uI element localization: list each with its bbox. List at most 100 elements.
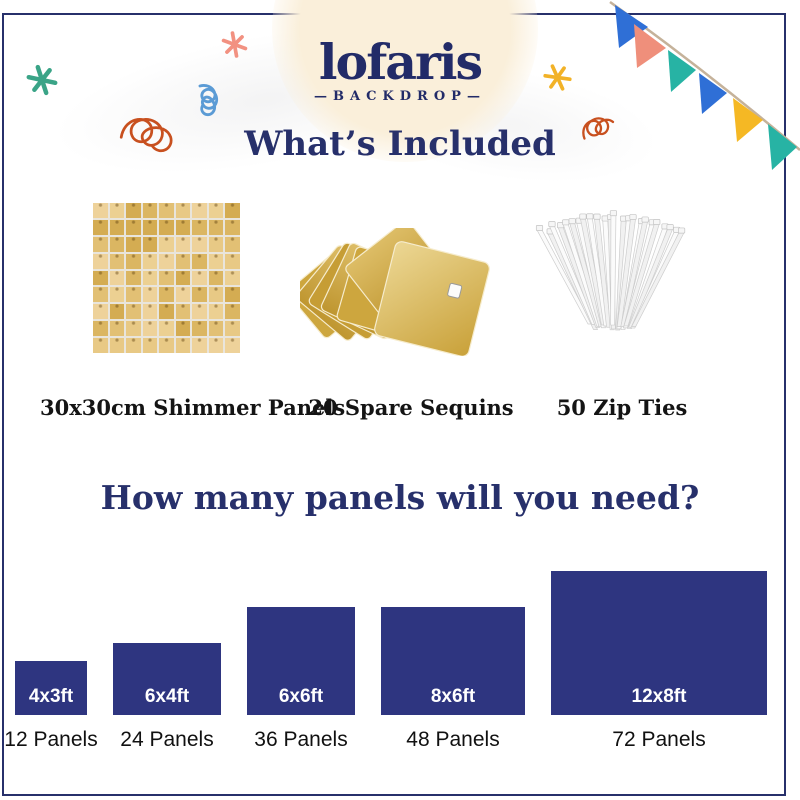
- zip-tie-head: [586, 213, 594, 220]
- shimmer-cell: [142, 287, 158, 303]
- shimmer-cell: [175, 287, 191, 303]
- shimmer-cell: [175, 236, 191, 252]
- shimmer-cell: [192, 321, 207, 337]
- shimmer-cell: [126, 236, 141, 252]
- bar-count-label: 72 Panels: [612, 728, 706, 751]
- brand-name: lofaris: [318, 33, 483, 91]
- shimmer-cell: [175, 321, 191, 337]
- zip-ties-image: [535, 210, 686, 331]
- bunting-flag: [733, 98, 763, 142]
- size-bar-rect: [113, 643, 221, 715]
- bunting-flag: [768, 124, 797, 170]
- shimmer-panels-label: 30x30cm Shimmer Panels: [40, 395, 346, 420]
- size-bar-12x8ft: 12x8ft 72 Panels: [551, 571, 767, 751]
- shimmer-cell: [109, 236, 125, 252]
- blue-squiggle-icon: [198, 84, 219, 117]
- shimmer-cell: [142, 270, 158, 286]
- zip-tie-head: [629, 214, 637, 220]
- shimmer-cell: [208, 219, 224, 235]
- zip-tie-head: [678, 227, 686, 234]
- yellow-asterisk-icon: [543, 64, 572, 91]
- shimmer-cell: [159, 236, 174, 252]
- bar-count-label: 36 Panels: [254, 728, 348, 751]
- zip-tie-head: [535, 225, 544, 231]
- shimmer-cell: [192, 203, 207, 218]
- shimmer-cell: [208, 287, 224, 303]
- shimmer-cell: [159, 338, 174, 353]
- shimmer-cell: [208, 236, 224, 252]
- shimmer-cell: [109, 203, 125, 218]
- shimmer-cell: [126, 270, 141, 286]
- bunting-flags: [615, 5, 797, 170]
- shimmer-cell: [109, 304, 125, 320]
- shimmer-cell: [109, 253, 125, 269]
- shimmer-cell: [126, 253, 141, 269]
- shimmer-cell: [93, 270, 108, 286]
- shimmer-cell: [93, 219, 108, 235]
- shimmer-cell: [142, 203, 158, 218]
- shimmer-cell: [192, 304, 207, 320]
- shimmer-cell: [142, 321, 158, 337]
- zip-tie-head: [593, 213, 601, 220]
- size-bar-4x3ft: 4x3ft 12 Panels: [4, 661, 98, 751]
- zip-tie-head: [562, 219, 570, 226]
- shimmer-cell: [208, 338, 224, 353]
- bunting-flag: [699, 73, 727, 114]
- shimmer-cell: [225, 287, 240, 303]
- size-bar-rect: [247, 607, 355, 715]
- shimmer-cell: [225, 219, 240, 235]
- brand-logo: lofaris —BACKDROP—: [0, 36, 800, 104]
- shimmer-cell: [109, 287, 125, 303]
- shimmer-cell: [126, 321, 141, 337]
- shimmer-cell: [225, 304, 240, 320]
- shimmer-cell: [93, 253, 108, 269]
- shimmer-cell: [175, 203, 191, 218]
- shimmer-cell: [175, 338, 191, 353]
- brand-tagline: —BACKDROP—: [314, 89, 486, 104]
- shimmer-cell: [192, 236, 207, 252]
- shimmer-cell: [192, 338, 207, 353]
- bar-count-label: 48 Panels: [406, 728, 500, 751]
- shimmer-cell: [159, 270, 174, 286]
- pink-asterisk-icon: [221, 31, 248, 58]
- shimmer-cell: [93, 287, 108, 303]
- zip-tie-head: [641, 216, 649, 223]
- size-bar-6x6ft: 6x6ft 36 Panels: [247, 607, 355, 751]
- shimmer-cell: [225, 236, 240, 252]
- shimmer-cell: [208, 270, 224, 286]
- size-chart: 4x3ft 12 Panels 6x4ft 24 Panels 6x6ft 36 Pane…: [4, 571, 767, 751]
- size-bar-8x6ft: 8x6ft 48 Panels: [381, 607, 525, 751]
- bunting-flag: [668, 50, 696, 92]
- shimmer-cell: [175, 304, 191, 320]
- size-bar-6x4ft: 6x4ft 24 Panels: [113, 643, 221, 751]
- shimmer-cell: [93, 321, 108, 337]
- shimmer-cell: [192, 219, 207, 235]
- shimmer-cell: [142, 236, 158, 252]
- zip-tie-head: [653, 219, 661, 225]
- size-bar-rect: [381, 607, 525, 715]
- shimmer-cell: [109, 321, 125, 337]
- spare-sequins-label: 20 Spare Sequins: [308, 395, 514, 420]
- shimmer-cell: [142, 219, 158, 235]
- spare-sequins-image: [300, 228, 490, 356]
- bar-size-label: 4x3ft: [28, 686, 74, 707]
- teal-asterisk-icon: [26, 64, 58, 96]
- bar-size-label: 6x4ft: [144, 686, 190, 707]
- shimmer-cell: [192, 253, 207, 269]
- shimmer-cell: [142, 253, 158, 269]
- size-bar-rect: [15, 661, 87, 715]
- shimmer-cell: [208, 203, 224, 218]
- shimmer-cell: [93, 203, 108, 218]
- bar-size-label: 6x6ft: [278, 686, 324, 707]
- shimmer-cell: [225, 270, 240, 286]
- shimmer-cell: [175, 270, 191, 286]
- panels-needed-title: How many panels will you need?: [100, 478, 700, 517]
- shimmer-cell: [159, 253, 174, 269]
- shimmer-cell: [93, 338, 108, 353]
- shimmer-cell: [225, 321, 240, 337]
- shimmer-cell: [126, 219, 141, 235]
- shimmer-cell: [126, 338, 141, 353]
- shimmer-cell: [225, 203, 240, 218]
- shimmer-cell: [192, 270, 207, 286]
